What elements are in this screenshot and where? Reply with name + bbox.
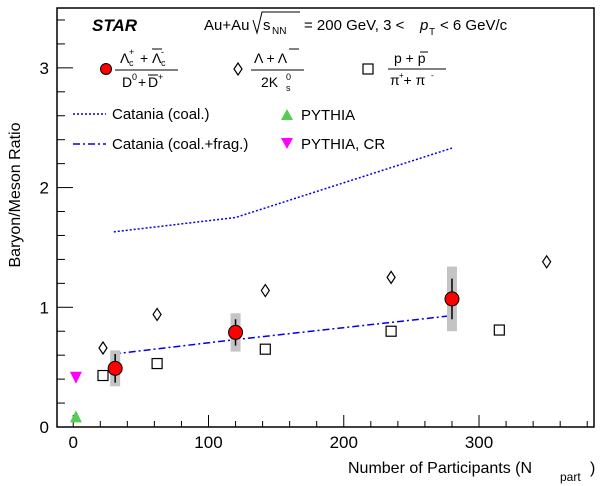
x-axis-title-close: ): [590, 460, 595, 477]
legend-marker-pythia-cr: [281, 138, 293, 149]
x-axis-title: Number of Participants (N: [348, 460, 532, 477]
svg-text:p + p: p + p: [394, 50, 426, 66]
svg-text:c: c: [161, 58, 166, 68]
svg-text:0: 0: [286, 72, 291, 82]
svg-text:Λ: Λ: [120, 50, 130, 66]
x-tick-label: 200: [330, 433, 358, 452]
lambda-k0s-point: [386, 270, 396, 285]
legend-marker-pythia: [281, 109, 293, 120]
svg-text:Λ + Λ: Λ + Λ: [254, 50, 288, 66]
pythia-point: [69, 410, 82, 423]
svg-text:D: D: [148, 74, 158, 90]
lambdac-d0-point: [444, 291, 460, 307]
svg-text:D: D: [122, 74, 132, 90]
svg-text:+: +: [158, 72, 163, 82]
title-line: Au+Au s NN = 200 GeV, 3 < p T < 6 GeV/c: [204, 11, 508, 38]
svg-text:s: s: [286, 83, 291, 93]
legend-marker-lambdac: [100, 63, 112, 75]
lambda-k0s-point: [152, 307, 162, 322]
legend-label-pythia-cr: PYTHIA, CR: [301, 136, 385, 153]
y-tick-label: 3: [40, 59, 49, 78]
x-tick-label: 300: [465, 433, 493, 452]
title-energy: = 200 GeV, 3 <: [304, 17, 405, 34]
legend-marker-p: [362, 63, 374, 75]
y-tick-label: 2: [40, 179, 49, 198]
legend-lambda-fraction: Λ + Λ 2K 0 s: [251, 48, 304, 93]
svg-text:0: 0: [132, 72, 137, 82]
catania-coal-frag-curve: [113, 314, 453, 355]
svg-text:π + π: π + π: [390, 72, 426, 88]
x-axis-title-sub: part: [560, 470, 581, 484]
p-pi-point: [259, 343, 271, 355]
legend-label-catania-frag: Catania (coal.+frag.): [112, 136, 248, 153]
svg-text:-: -: [431, 71, 434, 80]
lambda-k0s-point: [260, 283, 271, 298]
title-system: Au+Au: [204, 17, 249, 34]
p-pi-point: [493, 324, 505, 336]
legend-label-pythia: PYTHIA: [301, 107, 355, 124]
lambdac-d0-point: [107, 360, 123, 376]
title-nn: NN: [272, 26, 286, 37]
lambda-k0s-point: [98, 340, 108, 356]
p-pi-point: [385, 325, 397, 337]
p-pi-point: [151, 357, 163, 370]
lambda-k0s-point: [541, 254, 552, 269]
experiment-label: STAR: [92, 16, 138, 35]
x-tick-label: 100: [194, 433, 222, 452]
title-s: s: [263, 17, 271, 34]
title-pt-range: < 6 GeV/c: [440, 17, 508, 34]
title-pt: p: [419, 17, 428, 34]
svg-text:c: c: [129, 58, 134, 68]
catania-coal-curve: [113, 147, 453, 233]
svg-text:Λ: Λ: [152, 50, 162, 66]
x-tick-label: 0: [68, 433, 77, 452]
svg-text:+: +: [140, 50, 148, 66]
p-pi-point: [97, 369, 109, 382]
svg-text:+: +: [138, 74, 146, 90]
y-axis-title: Baryon/Meson Ratio: [7, 122, 24, 267]
data-layer: [69, 147, 552, 423]
sqrt-sign: [252, 11, 300, 35]
svg-text:2K: 2K: [261, 74, 279, 90]
y-tick-label: 1: [40, 298, 49, 317]
legend-label-catania-coal: Catania (coal.): [112, 106, 210, 123]
legend: Λ c + + Λ c - D 0 + D + Λ + Λ 2K 0 s: [73, 47, 446, 153]
svg-text:-: -: [161, 47, 164, 57]
axes: 0 100 200 300 0 1 2 3: [40, 19, 588, 452]
lambdac-d0-point: [228, 324, 244, 340]
legend-lambdac-fraction: Λ c + + Λ c - D 0 + D +: [115, 47, 178, 90]
plot-frame: [56, 7, 595, 428]
pythia-cr-point: [69, 371, 82, 384]
y-tick-label: 0: [40, 418, 49, 437]
svg-text:+: +: [399, 71, 404, 80]
legend-marker-lambda: [233, 61, 243, 77]
legend-p-fraction: p + p π + π + -: [388, 50, 446, 88]
svg-text:+: +: [129, 47, 134, 57]
title-pt-sub: T: [429, 27, 435, 38]
